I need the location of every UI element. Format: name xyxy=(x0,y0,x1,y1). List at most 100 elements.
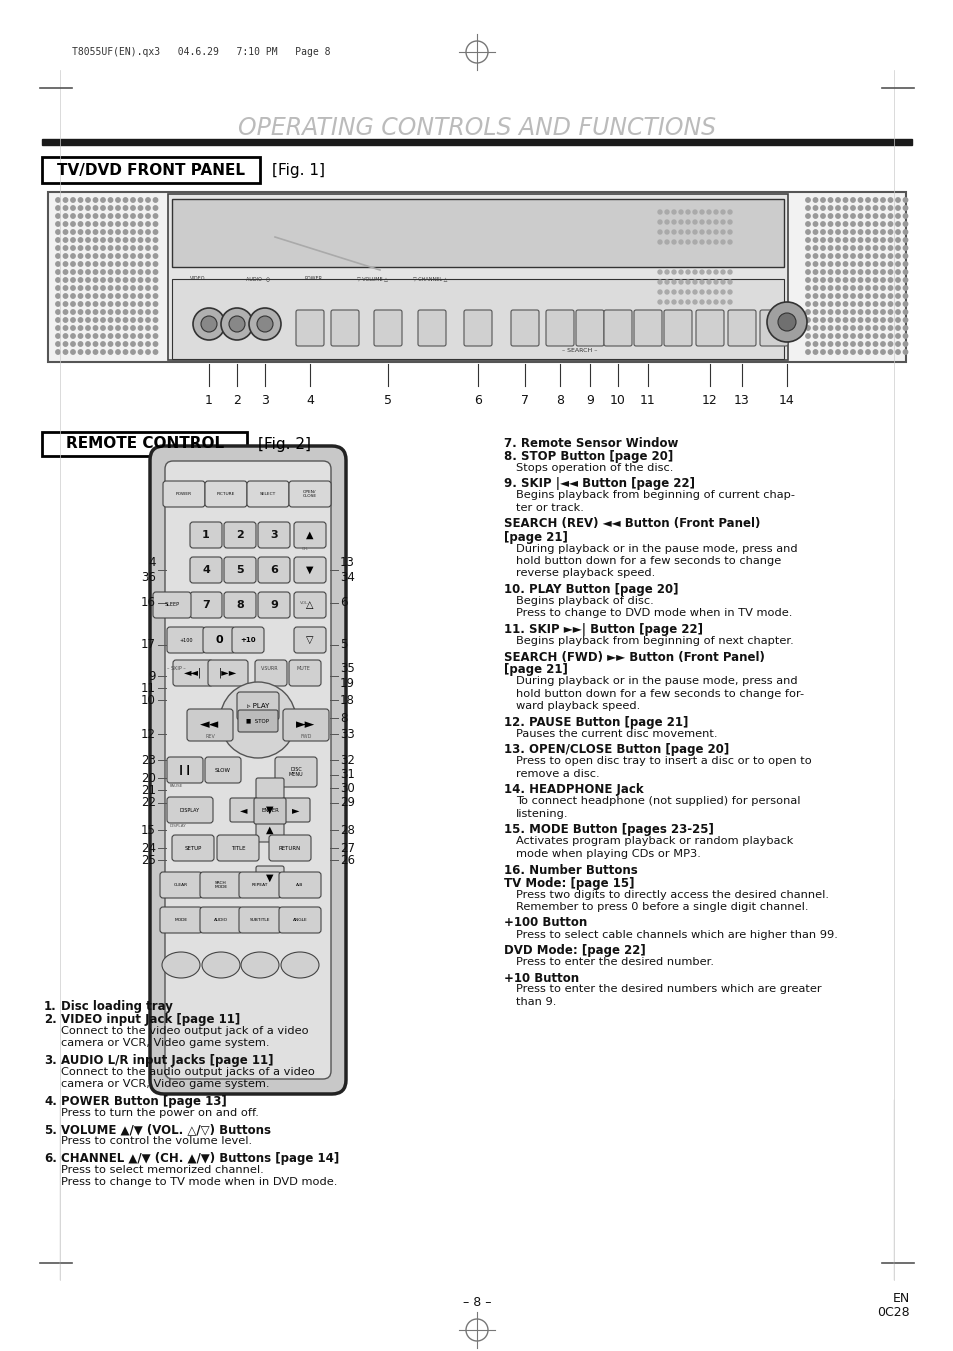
Circle shape xyxy=(55,254,60,258)
Text: 10: 10 xyxy=(609,394,625,407)
Circle shape xyxy=(138,246,143,250)
Circle shape xyxy=(850,342,854,346)
Circle shape xyxy=(679,280,682,284)
Circle shape xyxy=(109,286,112,290)
Circle shape xyxy=(71,342,75,346)
Circle shape xyxy=(880,246,884,250)
Circle shape xyxy=(865,309,869,315)
Circle shape xyxy=(71,230,75,234)
Circle shape xyxy=(850,246,854,250)
Text: CLEAR: CLEAR xyxy=(173,884,188,888)
Circle shape xyxy=(850,293,854,299)
Circle shape xyxy=(109,222,112,226)
Circle shape xyxy=(679,209,682,213)
Circle shape xyxy=(63,230,68,234)
Circle shape xyxy=(887,270,892,274)
Circle shape xyxy=(153,286,157,290)
Circle shape xyxy=(115,254,120,258)
Circle shape xyxy=(872,278,877,282)
Circle shape xyxy=(902,246,906,250)
Circle shape xyxy=(671,240,676,245)
Circle shape xyxy=(658,300,661,304)
Circle shape xyxy=(727,280,731,284)
Circle shape xyxy=(115,222,120,226)
Text: 12: 12 xyxy=(141,727,156,740)
Circle shape xyxy=(146,309,150,315)
Circle shape xyxy=(850,278,854,282)
Text: – 8 –: – 8 – xyxy=(462,1296,491,1309)
Circle shape xyxy=(850,350,854,354)
Circle shape xyxy=(679,240,682,245)
FancyBboxPatch shape xyxy=(257,592,290,617)
Circle shape xyxy=(872,254,877,258)
Circle shape xyxy=(193,308,225,340)
Circle shape xyxy=(872,230,877,234)
FancyBboxPatch shape xyxy=(205,757,241,784)
Circle shape xyxy=(109,278,112,282)
Circle shape xyxy=(153,213,157,219)
Circle shape xyxy=(858,205,862,211)
Bar xyxy=(42,139,911,145)
Circle shape xyxy=(842,309,847,315)
FancyBboxPatch shape xyxy=(545,309,574,346)
Circle shape xyxy=(813,342,817,346)
Circle shape xyxy=(63,278,68,282)
Circle shape xyxy=(63,317,68,322)
Text: OPERATING CONTROLS AND FUNCTIONS: OPERATING CONTROLS AND FUNCTIONS xyxy=(237,116,716,141)
Circle shape xyxy=(813,230,817,234)
Circle shape xyxy=(658,230,661,234)
Circle shape xyxy=(850,213,854,219)
Circle shape xyxy=(63,205,68,211)
Circle shape xyxy=(865,238,869,242)
Circle shape xyxy=(71,197,75,203)
Circle shape xyxy=(813,278,817,282)
Text: 18: 18 xyxy=(339,693,355,707)
Circle shape xyxy=(720,290,724,295)
Circle shape xyxy=(820,293,824,299)
Circle shape xyxy=(78,238,83,242)
Circle shape xyxy=(872,350,877,354)
Circle shape xyxy=(93,309,97,315)
Circle shape xyxy=(679,230,682,234)
Circle shape xyxy=(153,309,157,315)
Circle shape xyxy=(146,222,150,226)
Circle shape xyxy=(153,246,157,250)
Text: VOLUME ▲/▼ (VOL. △/▽) Buttons: VOLUME ▲/▼ (VOL. △/▽) Buttons xyxy=(61,1124,271,1136)
Circle shape xyxy=(86,246,91,250)
FancyBboxPatch shape xyxy=(282,798,310,821)
FancyBboxPatch shape xyxy=(255,817,284,842)
Circle shape xyxy=(115,342,120,346)
Circle shape xyxy=(827,342,832,346)
Circle shape xyxy=(146,317,150,322)
Circle shape xyxy=(827,309,832,315)
Circle shape xyxy=(902,205,906,211)
Circle shape xyxy=(109,342,112,346)
Text: 35
19: 35 19 xyxy=(339,662,355,690)
Circle shape xyxy=(835,317,840,322)
Text: SETUP: SETUP xyxy=(184,846,201,851)
Circle shape xyxy=(229,316,245,332)
Text: Disc loading tray: Disc loading tray xyxy=(61,1000,172,1013)
Circle shape xyxy=(146,301,150,307)
Circle shape xyxy=(86,205,91,211)
Circle shape xyxy=(101,213,105,219)
Text: Press to select memorized channel.
Press to change to TV mode when in DVD mode.: Press to select memorized channel. Press… xyxy=(61,1165,337,1188)
Circle shape xyxy=(872,205,877,211)
Text: [Fig. 2]: [Fig. 2] xyxy=(257,436,311,451)
Circle shape xyxy=(827,205,832,211)
Circle shape xyxy=(827,238,832,242)
Circle shape xyxy=(827,222,832,226)
Circle shape xyxy=(850,326,854,330)
Circle shape xyxy=(131,222,135,226)
FancyBboxPatch shape xyxy=(294,521,326,549)
Text: 11: 11 xyxy=(141,681,156,694)
Circle shape xyxy=(858,262,862,266)
Text: ▼: ▼ xyxy=(266,805,274,815)
Text: [Fig. 1]: [Fig. 1] xyxy=(272,162,325,177)
FancyBboxPatch shape xyxy=(224,521,255,549)
Text: Begins playback from beginning of next chapter.: Begins playback from beginning of next c… xyxy=(516,636,793,646)
Circle shape xyxy=(93,246,97,250)
Circle shape xyxy=(679,290,682,295)
Circle shape xyxy=(820,230,824,234)
Circle shape xyxy=(123,286,128,290)
